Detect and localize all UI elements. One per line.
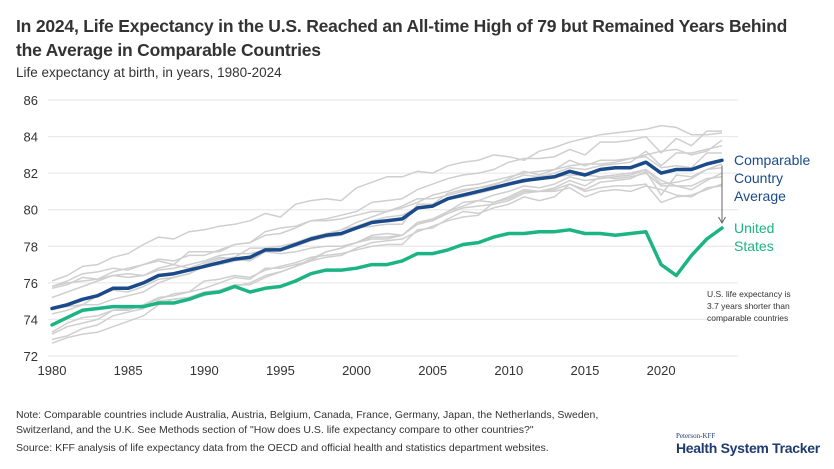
average-label-line: Comparable: [734, 152, 810, 168]
country-line-germany: [51, 185, 723, 341]
y-tick-label-78: 78: [24, 239, 38, 254]
x-tick-label-2005: 2005: [418, 363, 447, 378]
gap-arrow-head: [718, 216, 726, 224]
y-tick-label-74: 74: [24, 312, 38, 327]
annotations: Comparable Country Average United States U.S.…: [707, 152, 810, 323]
x-tick-label-2020: 2020: [647, 363, 676, 378]
country-line-united-kingdom: [51, 183, 723, 335]
us-label-line: United: [734, 220, 774, 236]
country-line-switzerland: [51, 130, 722, 290]
highlight-lines: [50, 158, 724, 327]
x-axis-ticks: 1980 1985 1990 1995 2000 2005 2010 2015 2020: [38, 363, 676, 378]
series-line-united-states: [50, 226, 724, 327]
gridlines: [48, 99, 738, 357]
country-line-australia: [51, 139, 723, 310]
x-tick-label-2010: 2010: [494, 363, 523, 378]
line-chart: 72 74 76 78 80 82 84 86 1980 1985 1990 1995 2000 200…: [24, 93, 811, 378]
y-tick-label-86: 86: [24, 93, 38, 108]
footnote: Note: Comparable countries include Austr…: [16, 408, 656, 438]
y-tick-label-84: 84: [24, 130, 38, 145]
country-line-france: [51, 152, 722, 315]
note-line-1: Note: Comparable countries include Austr…: [16, 409, 599, 421]
average-label-line: Average: [734, 188, 786, 204]
x-tick-label-1995: 1995: [266, 363, 295, 378]
country-line-japan: [51, 124, 723, 282]
x-tick-label-2000: 2000: [342, 363, 371, 378]
gap-annotation-line: U.S. life expectancy is: [707, 289, 791, 299]
x-tick-label-1990: 1990: [190, 363, 219, 378]
series-line-comparable-country-average: [50, 158, 724, 311]
us-label-line: States: [734, 238, 774, 254]
note-line-2: Switzerland, and the U.K. See Methods se…: [16, 424, 534, 436]
average-label-line: Country: [734, 170, 783, 186]
gap-annotation-line: comparable countries: [707, 313, 788, 323]
country-line-belgium: [51, 163, 723, 333]
logo-small-text: Peterson-KFF: [676, 432, 716, 440]
y-tick-label-80: 80: [24, 203, 38, 218]
x-tick-label-2015: 2015: [570, 363, 599, 378]
y-tick-label-76: 76: [24, 276, 38, 291]
country-line-canada: [51, 168, 723, 299]
y-axis-ticks: 72 74 76 78 80 82 84 86: [24, 93, 38, 364]
gap-annotation-line: 3.7 years shorter than: [707, 301, 790, 311]
y-tick-label-82: 82: [24, 166, 38, 181]
y-tick-label-72: 72: [24, 349, 38, 364]
x-tick-label-1985: 1985: [114, 363, 143, 378]
country-line-austria: [51, 172, 723, 344]
chart-subtitle: Life expectancy at birth, in years, 1980…: [16, 65, 282, 80]
chart-title: In 2024, Life Expectancy in the U.S. Rea…: [16, 16, 788, 60]
x-tick-label-1980: 1980: [38, 363, 67, 378]
source-note: Source: KFF analysis of life expectancy …: [16, 442, 549, 454]
logo-big-text: Health System Tracker: [676, 440, 820, 456]
health-system-tracker-logo: Peterson-KFF Health System Tracker: [676, 432, 820, 456]
